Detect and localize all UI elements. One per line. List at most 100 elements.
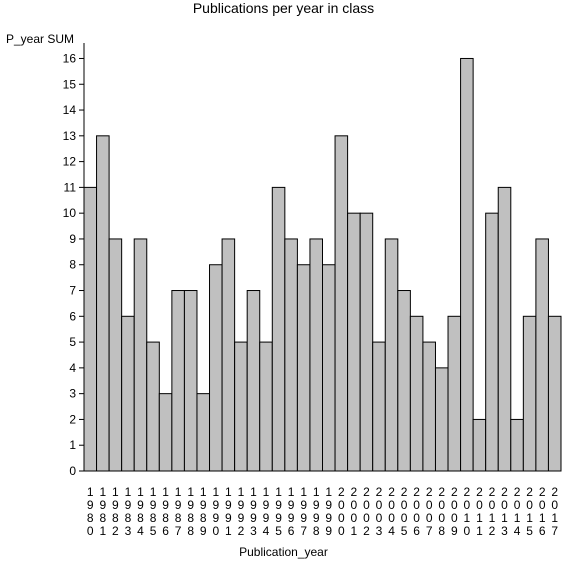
chart-title: Publications per year in class <box>192 0 375 16</box>
y-tick-label: 14 <box>63 103 77 117</box>
y-axis-label: P_year SUM <box>6 32 75 46</box>
bar-1986 <box>158 393 173 472</box>
bar-1988 <box>183 290 198 472</box>
y-tick-label: 12 <box>63 155 77 169</box>
bar-2010 <box>460 57 474 472</box>
bar-2008 <box>434 367 449 472</box>
bar-1991 <box>221 238 236 472</box>
bar-1983 <box>121 315 135 472</box>
bar-1982 <box>108 238 123 472</box>
bar-1998 <box>309 238 323 472</box>
y-tick-label: 9 <box>69 232 76 246</box>
y-tick-label: 7 <box>69 284 76 298</box>
y-tick-label: 5 <box>69 335 76 349</box>
y-tick-label: 1 <box>69 438 76 452</box>
y-tick-label: 3 <box>69 387 76 401</box>
bars-group <box>83 57 562 472</box>
x-axis: 1 9 8 0 1 9 8 1 1 9 8 2 1 9 8 3 1 9 8 4 1 9 8 5 1 9 8 6 1 9 8 7 1 9 8 8 1 9 8 9… <box>84 470 561 538</box>
bar-2001 <box>347 212 361 472</box>
bar-1993 <box>246 290 261 472</box>
bar-2013 <box>497 186 512 472</box>
y-tick-label: 6 <box>69 309 76 323</box>
bar-2017 <box>547 315 562 472</box>
bar-1996 <box>284 238 298 472</box>
y-tick-label: 13 <box>63 129 77 143</box>
y-tick-label: 10 <box>63 206 77 220</box>
bar-1995 <box>271 186 286 472</box>
bar-1989 <box>196 393 211 472</box>
bar-2015 <box>522 315 537 472</box>
bar-2014 <box>510 418 524 472</box>
bar-2003 <box>372 341 386 472</box>
bar-1999 <box>322 264 336 472</box>
bar-2000 <box>334 135 349 472</box>
bar-2005 <box>397 290 411 472</box>
bar-2016 <box>535 238 549 472</box>
bar-1994 <box>259 341 273 472</box>
x-axis-label: Publication_year <box>239 545 328 559</box>
bar-2007 <box>422 341 436 472</box>
bar-1980 <box>83 186 98 472</box>
bar-2012 <box>485 212 499 472</box>
bar-2002 <box>359 212 374 472</box>
y-tick-label: 4 <box>69 361 76 375</box>
bar-2009 <box>447 315 462 472</box>
bar-1992 <box>234 341 248 472</box>
y-tick-label: 16 <box>63 51 77 65</box>
y-tick-label: 15 <box>63 77 77 91</box>
y-tick-label: 8 <box>69 258 76 272</box>
bar-1997 <box>296 264 311 472</box>
bar-1987 <box>171 290 185 472</box>
y-tick-label: 0 <box>69 464 76 478</box>
bar-1990 <box>209 264 223 472</box>
bar-1984 <box>133 238 148 472</box>
bar-2004 <box>384 238 399 472</box>
y-tick-label: 2 <box>69 412 76 426</box>
y-tick-label: 11 <box>64 180 77 194</box>
bar-1981 <box>96 135 110 472</box>
bar-2006 <box>409 315 424 472</box>
bar-1985 <box>146 341 160 472</box>
